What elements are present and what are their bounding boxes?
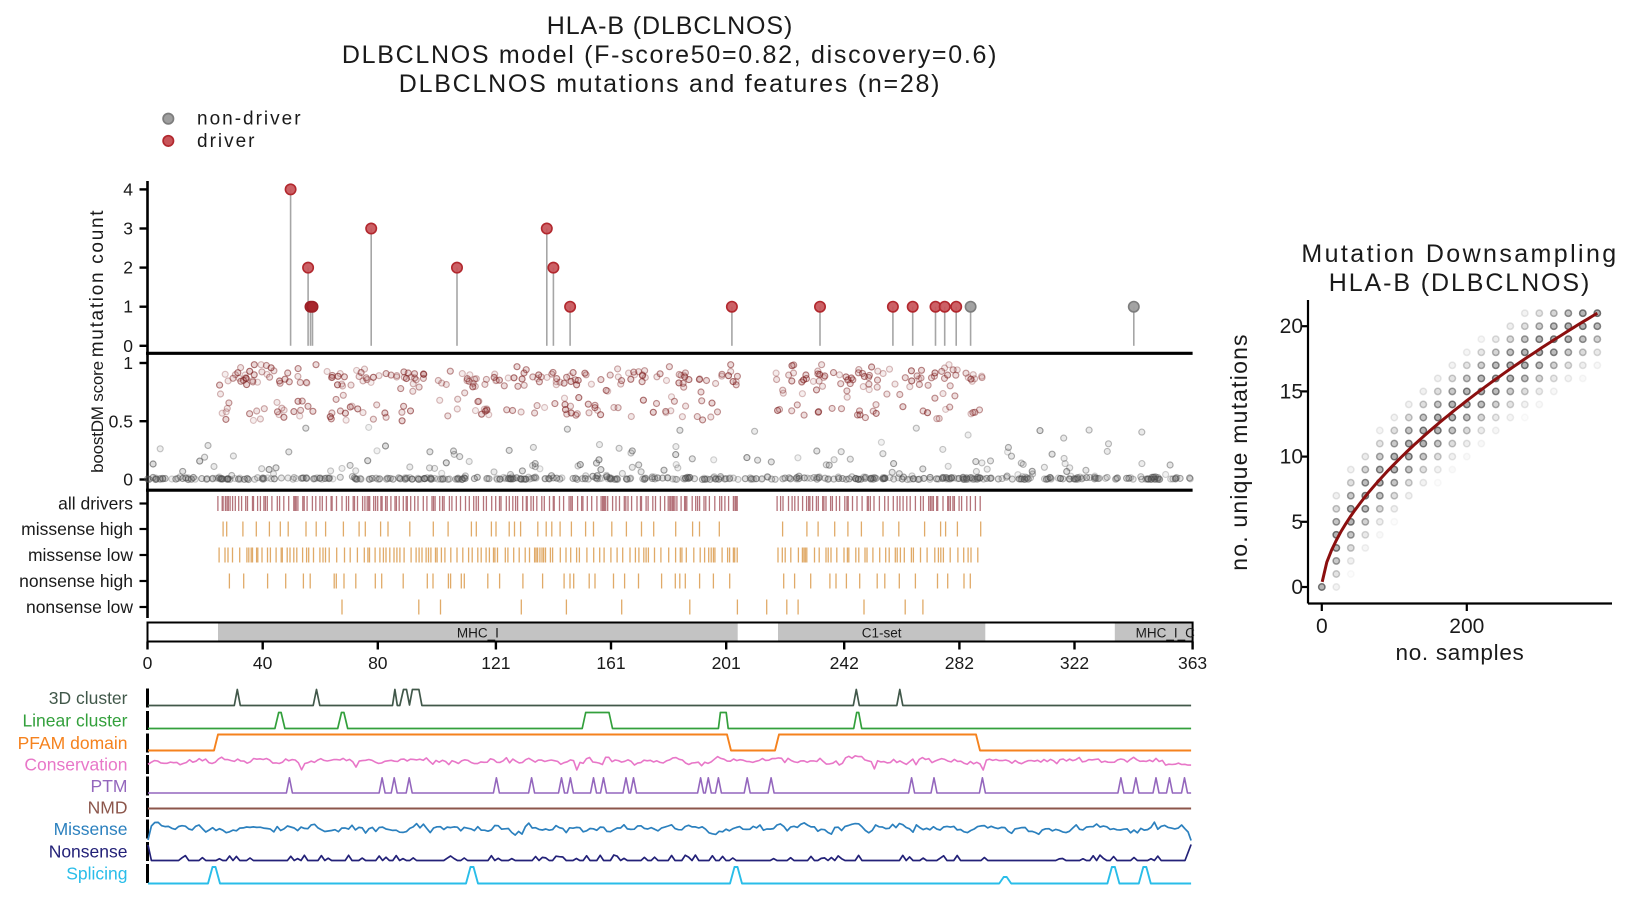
svg-text:mutation count: mutation count <box>87 209 108 357</box>
svg-text:15: 15 <box>1280 380 1303 403</box>
svg-text:driver: driver <box>197 131 257 152</box>
svg-text:0: 0 <box>143 653 153 673</box>
svg-text:missense high: missense high <box>21 519 133 539</box>
svg-text:121: 121 <box>481 653 510 673</box>
svg-text:all drivers: all drivers <box>58 494 133 514</box>
svg-text:PFAM domain: PFAM domain <box>18 733 128 753</box>
svg-text:2: 2 <box>123 258 133 278</box>
svg-text:3D cluster: 3D cluster <box>49 688 128 708</box>
svg-text:HLA-B (DLBCLNOS): HLA-B (DLBCLNOS) <box>1329 269 1591 297</box>
svg-text:80: 80 <box>368 653 388 673</box>
svg-text:1: 1 <box>123 297 133 317</box>
svg-text:MHC_I_C: MHC_I_C <box>1136 626 1196 641</box>
svg-text:Linear cluster: Linear cluster <box>22 711 127 731</box>
svg-text:NMD: NMD <box>88 798 128 818</box>
svg-text:nonsense low: nonsense low <box>26 597 133 617</box>
svg-text:0.5: 0.5 <box>109 411 133 431</box>
svg-text:no. unique mutations: no. unique mutations <box>1226 333 1252 571</box>
svg-text:Mutation Downsampling: Mutation Downsampling <box>1301 240 1618 268</box>
svg-text:5: 5 <box>1291 511 1303 534</box>
svg-text:0: 0 <box>123 336 133 356</box>
svg-text:200: 200 <box>1449 615 1484 638</box>
svg-text:3: 3 <box>123 219 133 239</box>
svg-text:Missense: Missense <box>54 819 128 839</box>
svg-text:10: 10 <box>1280 446 1303 469</box>
svg-text:boostDM score: boostDM score <box>88 361 107 473</box>
svg-text:0: 0 <box>1291 576 1303 599</box>
svg-text:0: 0 <box>1316 615 1328 638</box>
svg-text:201: 201 <box>712 653 741 673</box>
svg-text:161: 161 <box>596 653 625 673</box>
svg-text:PTM: PTM <box>91 776 128 796</box>
svg-text:DLBCLNOS mutations and feature: DLBCLNOS mutations and features (n=28) <box>399 70 941 98</box>
svg-text:322: 322 <box>1060 653 1089 673</box>
svg-text:40: 40 <box>253 653 273 673</box>
svg-text:4: 4 <box>123 179 133 199</box>
svg-text:missense low: missense low <box>28 545 133 565</box>
svg-text:MHC_I: MHC_I <box>457 626 499 641</box>
svg-text:Nonsense: Nonsense <box>49 842 128 862</box>
svg-text:non-driver: non-driver <box>197 109 303 130</box>
svg-text:HLA-B (DLBCLNOS): HLA-B (DLBCLNOS) <box>547 12 793 40</box>
svg-text:363: 363 <box>1178 653 1207 673</box>
svg-text:1: 1 <box>123 353 133 373</box>
svg-text:0: 0 <box>123 470 133 490</box>
svg-text:DLBCLNOS model (F-score50=0.82: DLBCLNOS model (F-score50=0.82, discover… <box>342 41 998 69</box>
svg-text:20: 20 <box>1280 315 1303 338</box>
svg-text:Conservation: Conservation <box>24 755 127 775</box>
svg-text:Splicing: Splicing <box>66 864 127 884</box>
svg-text:242: 242 <box>830 653 859 673</box>
svg-text:nonsense high: nonsense high <box>19 571 133 591</box>
svg-text:C1-set: C1-set <box>862 626 902 641</box>
svg-text:282: 282 <box>945 653 974 673</box>
svg-text:no. samples: no. samples <box>1395 640 1524 665</box>
